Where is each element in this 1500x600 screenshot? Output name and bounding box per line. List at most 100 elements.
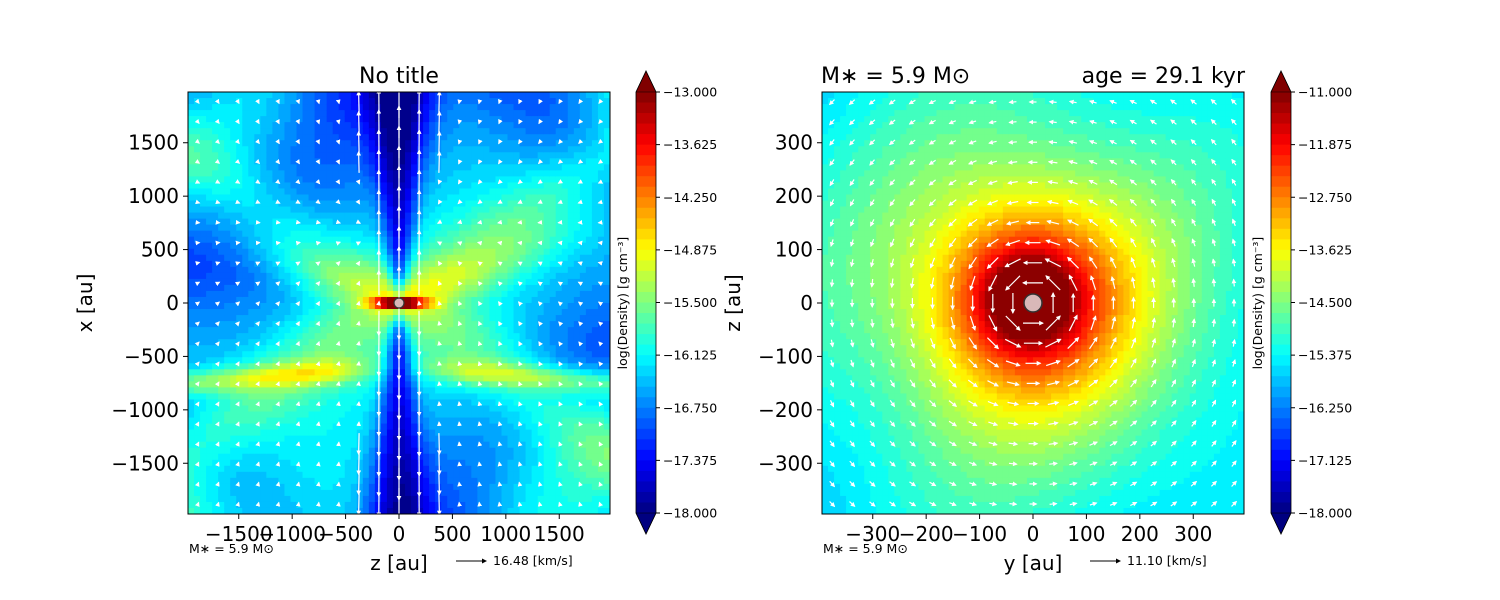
left-field-cell [332,411,340,419]
left-field-cell [471,260,478,268]
left-field-cell [326,236,334,244]
left-field-cell [567,393,575,401]
left-field-cell [386,489,394,497]
left-field-cell [266,423,273,431]
left-field-cell [362,483,370,491]
left-field-cell [489,254,497,262]
left-field-cell [368,447,376,455]
left-field-cell [224,146,231,153]
left-field-cell [284,212,292,220]
left-field-cell [411,200,418,208]
left-field-cell [525,489,533,497]
left-field-cell [531,266,539,274]
left-field-cell [501,254,509,262]
left-field-cell [471,152,478,159]
left-field-cell [386,327,394,334]
left-field-cell [338,278,346,286]
left-field-cell [368,507,376,514]
left-field-cell [453,128,460,135]
left-field-cell [453,170,460,177]
left-field-cell [579,495,587,503]
left-field-cell [302,146,310,153]
left-field-cell [230,477,237,485]
left-field-cell [513,387,521,395]
left-field-cell [585,477,593,485]
left-field-cell [368,248,376,256]
left-field-cell [350,170,358,177]
left-field-cell [567,363,575,370]
left-field-cell [597,116,605,123]
left-field-cell [326,381,334,388]
left-field-cell [302,405,310,413]
left-field-cell [326,176,334,184]
left-field-cell [344,248,352,256]
left-field-cell [290,152,298,159]
left-field-cell [543,339,551,346]
left-field-cell [435,272,442,280]
left-field-cell [399,212,406,220]
left-field-cell [272,194,280,202]
left-field-cell [338,188,346,196]
left-field-cell [206,104,213,111]
left-field-cell [429,98,436,105]
left-field-cell [399,501,406,509]
left-field-cell [501,309,509,316]
left-field-cell [314,339,322,346]
left-field-cell [597,260,605,268]
left-field-cell [260,507,267,514]
left-field-cell [188,381,195,388]
left-field-cell [483,327,491,334]
left-field-cell [290,278,298,286]
left-field-cell [501,176,509,184]
left-field-cell [254,266,261,274]
left-field-cell [350,242,358,250]
left-field-cell [513,453,521,461]
left-field-cell [188,152,195,159]
left-field-cell [218,116,225,123]
left-field-cell [290,507,298,514]
left-field-cell [519,339,527,346]
left-field-cell [248,489,255,497]
left-field-cell [200,296,207,304]
left-field-cell [465,194,472,202]
left-field-cell [350,236,358,244]
left-field-cell [308,465,316,473]
left-field-cell [302,92,310,99]
left-field-cell [338,224,346,232]
left-field-cell [356,224,364,232]
left-field-cell [284,290,292,298]
left-field-cell [501,146,509,153]
left-field-cell [218,170,225,177]
left-field-cell [320,333,328,340]
left-field-cell [350,182,358,190]
left-field-cell [411,345,418,352]
left-field-cell [489,158,497,165]
left-field-cell [188,260,195,268]
left-field-cell [417,248,424,256]
left-velocity-vector [255,281,261,287]
left-field-cell [218,182,225,190]
left-field-cell [320,236,328,244]
left-field-cell [188,164,195,171]
left-field-cell [429,339,436,346]
left-field-cell [356,321,364,328]
left-field-cell [194,315,201,322]
left-field-cell [278,152,286,159]
left-field-cell [513,224,521,232]
left-field-cell [332,182,340,190]
left-field-cell [477,471,484,479]
left-field-cell [206,296,213,304]
left-field-cell [230,375,237,382]
left-field-cell [206,230,213,238]
left-field-cell [525,182,533,190]
left-field-cell [555,296,563,304]
left-field-cell [350,140,358,147]
left-field-cell [290,363,298,370]
left-field-cell [525,453,533,461]
left-field-cell [206,423,213,431]
left-field-cell [380,236,388,244]
left-field-cell [392,363,400,370]
left-field-cell [525,188,533,196]
left-field-cell [459,417,466,425]
left-field-cell [525,218,533,226]
